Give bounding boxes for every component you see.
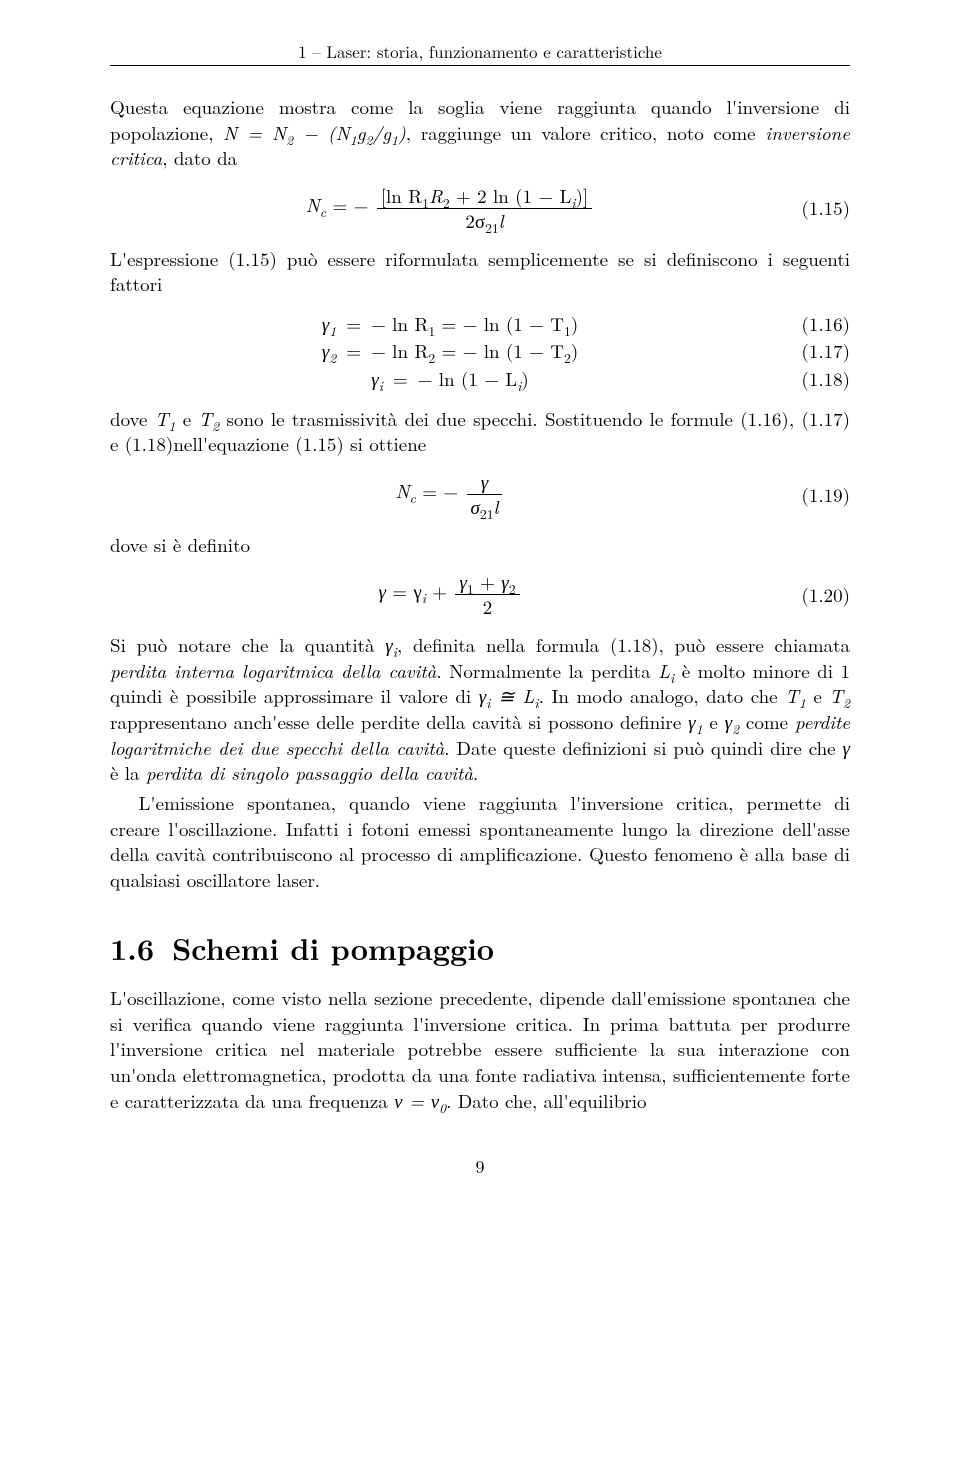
paragraph-2: L'espressione (1.15) può essere riformul… <box>110 246 850 297</box>
equation-group-1-16-18: γ1 = − ln R1 = − ln (1 − T1) (1.16) γ2 =… <box>110 311 850 392</box>
math-inline: γi ≅ Li <box>479 682 539 709</box>
paragraph-7: L'oscillazione, come visto nella sezione… <box>110 985 850 1113</box>
paragraph-1: Questa equazione mostra come la soglia v… <box>110 94 850 171</box>
math-inline: T1 <box>155 405 176 432</box>
text: . Dato che, all'equilibrio <box>446 1087 646 1114</box>
equation-body: γ = γi + γ1 + γ2 2 <box>110 571 790 618</box>
text: . Date queste definizioni si può quindi … <box>444 734 842 761</box>
math-inline: γ2 <box>725 708 740 735</box>
math-inline: T2 <box>199 405 220 432</box>
text: e <box>703 708 725 735</box>
text: , dato da <box>162 144 237 171</box>
equation-body: Nc = − [ln R1R2 + 2 ln (1 − Li)] 2σ21l <box>110 185 790 232</box>
header-rule <box>110 65 850 66</box>
text: . Normalmente la perdita <box>436 657 658 684</box>
math-inline: γi <box>385 631 397 658</box>
section-title: Schemi di pompaggio <box>172 926 494 969</box>
emphasis: perdita di singolo passaggio della cavit… <box>146 759 473 786</box>
paragraph-3: dove T1 e T2 sono le trasmissività dei d… <box>110 406 850 457</box>
text: dove <box>110 405 155 432</box>
section-heading-1-6: 1.6 Schemi di pompaggio <box>110 928 850 969</box>
running-head: 1 – Laser: storia, funzionamento e carat… <box>110 40 850 63</box>
emphasis: perdita interna logaritmica della cavità <box>110 657 436 684</box>
text: , raggiunge un valore critico, noto come <box>406 119 765 146</box>
equation-number: (1.16) <box>790 311 850 337</box>
text: e <box>806 682 830 709</box>
math-inline: ν = ν0 <box>394 1087 446 1114</box>
equation-number: (1.19) <box>790 482 850 508</box>
equation-number: (1.15) <box>790 195 850 221</box>
equation-1-15: Nc = − [ln R1R2 + 2 ln (1 − Li)] 2σ21l (… <box>110 185 850 232</box>
equation-number: (1.18) <box>790 366 850 392</box>
math-inline: γ <box>842 734 850 761</box>
paragraph-4: dove si è definito <box>110 532 850 558</box>
math-inline: γ1 <box>688 708 703 735</box>
math-inline: N = N2 − (N1g2/g1) <box>223 119 406 146</box>
text: come <box>739 708 795 735</box>
text: rappresentano anch'esse delle perdite de… <box>110 708 688 735</box>
equation-1-20: γ = γi + γ1 + γ2 2 (1.20) <box>110 571 850 618</box>
equation-number: (1.17) <box>790 338 850 364</box>
math-inline: Li <box>658 657 674 684</box>
paragraph-6: L'emissione spontanea, quando viene ragg… <box>110 790 850 893</box>
math-inline: T2 <box>829 682 850 709</box>
equation-number: (1.20) <box>790 582 850 608</box>
text: . <box>473 759 478 786</box>
page-content: 1 – Laser: storia, funzionamento e carat… <box>0 0 960 1239</box>
text: , definita nella formula (1.18), può ess… <box>397 631 850 658</box>
text: e <box>175 405 198 432</box>
text: Si può notare che la quantità <box>110 631 385 658</box>
math-inline: T1 <box>785 682 806 709</box>
text: sono le trasmissività dei due specchi. S… <box>110 405 850 458</box>
equation-body: Nc = − γ σ21l <box>110 471 790 518</box>
text: . In modo analogo, dato che <box>539 682 786 709</box>
text: è la <box>110 759 146 786</box>
section-number: 1.6 <box>110 926 154 969</box>
paragraph-5: Si può notare che la quantità γi, defini… <box>110 632 850 786</box>
page-number: 9 <box>110 1155 850 1179</box>
equation-1-19: Nc = − γ σ21l (1.19) <box>110 471 850 518</box>
